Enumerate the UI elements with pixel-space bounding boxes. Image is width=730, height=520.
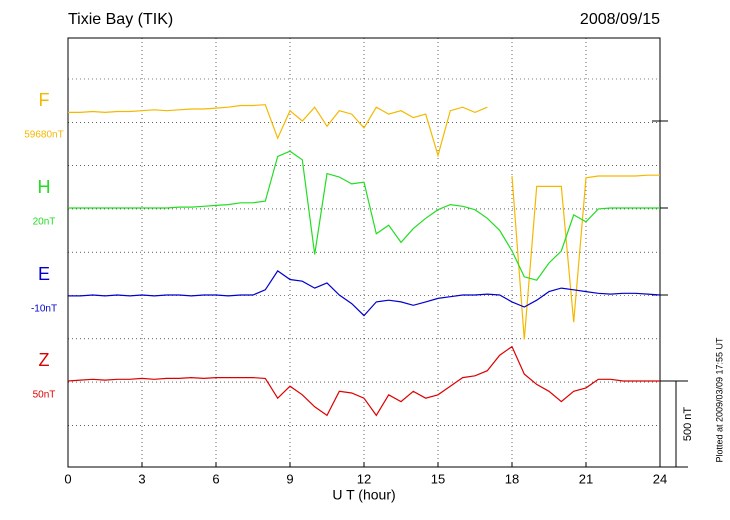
series-line bbox=[67, 345, 660, 417]
x-tick-label: 0 bbox=[64, 471, 71, 486]
x-tick-label: 18 bbox=[505, 471, 519, 486]
chart-title: Tixie Bay (TIK) bbox=[68, 11, 173, 28]
series-name: Z bbox=[39, 350, 50, 370]
series-line bbox=[68, 150, 660, 281]
x-tick-label: 24 bbox=[653, 471, 667, 486]
x-tick-label: 3 bbox=[138, 471, 145, 486]
scale-bar-label: 500 nT bbox=[682, 407, 694, 442]
x-tick-label: 12 bbox=[357, 471, 371, 486]
baseline-label: 20nT bbox=[33, 217, 56, 228]
x-tick-label: 21 bbox=[579, 471, 593, 486]
x-axis-label: U T (hour) bbox=[332, 487, 395, 503]
series-line bbox=[68, 104, 660, 340]
series-name: H bbox=[38, 177, 51, 197]
series-name: F bbox=[39, 90, 50, 110]
x-tick-label: 9 bbox=[286, 471, 293, 486]
chart-date: 2008/09/15 bbox=[580, 11, 660, 28]
baseline-label: -10nT bbox=[31, 304, 57, 315]
baseline-label: 59680nT bbox=[24, 130, 63, 141]
footnote: Plotted at 2009/03/09 17:55 UT bbox=[714, 337, 724, 463]
x-tick-label: 15 bbox=[431, 471, 445, 486]
series-line bbox=[68, 270, 661, 317]
x-tick-label: 6 bbox=[212, 471, 219, 486]
baseline-label: 50nT bbox=[33, 390, 56, 401]
series-name: E bbox=[38, 264, 50, 284]
